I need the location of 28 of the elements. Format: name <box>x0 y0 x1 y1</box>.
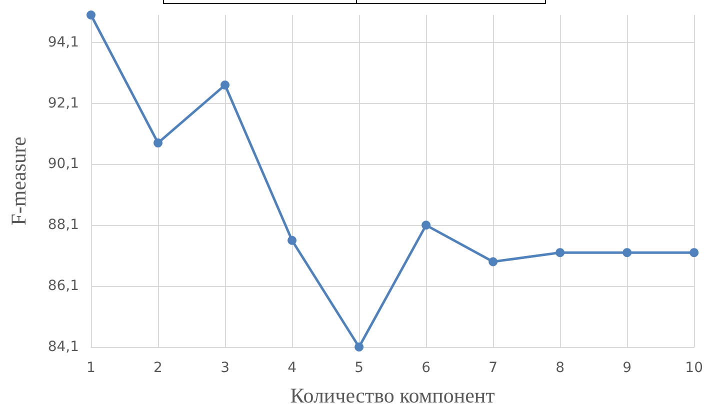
point <box>556 248 565 258</box>
x-axis-title: Количество компонент <box>290 384 495 408</box>
y-tick-label: 92,1 <box>48 95 79 112</box>
point <box>86 10 96 20</box>
point <box>690 248 699 258</box>
x-tick-label: 6 <box>422 360 431 376</box>
y-tick-label: 84,1 <box>48 339 79 355</box>
x-tick-label: 7 <box>488 360 498 376</box>
y-tick-label: 88,1 <box>48 217 79 234</box>
y-tick-label: 94,1 <box>48 34 79 50</box>
x-tick-label: 8 <box>556 360 565 376</box>
point <box>220 80 230 90</box>
y-tick-label: 86,1 <box>48 278 79 294</box>
x-tick-label: 2 <box>154 360 162 376</box>
point <box>288 236 297 245</box>
point <box>154 138 163 148</box>
x-tick-label: 3 <box>220 360 230 376</box>
x-tick-label: 5 <box>354 360 364 376</box>
x-tick-label: 4 <box>288 360 297 376</box>
point <box>488 257 498 266</box>
x-tick-label: 1 <box>86 360 96 376</box>
x-tick-label: 10 <box>685 360 704 376</box>
point <box>422 220 431 230</box>
point <box>354 342 364 352</box>
y-tick-label: 90,1 <box>48 156 79 172</box>
point <box>622 248 632 258</box>
y-axis-title: F-measure <box>6 136 30 226</box>
x-tick-label: 9 <box>622 360 632 376</box>
